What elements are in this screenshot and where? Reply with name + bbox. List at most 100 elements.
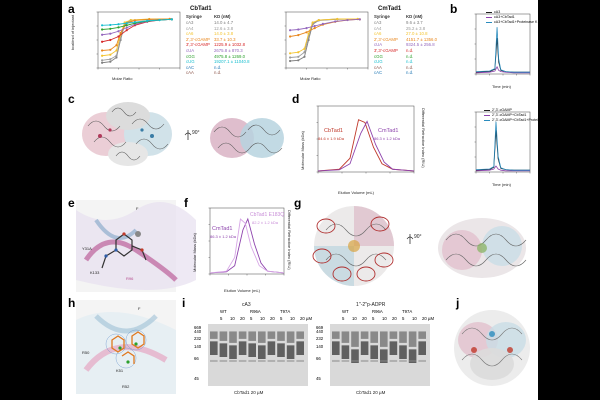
- itc-row-name: cA3: [374, 20, 382, 25]
- itc-row-name: cA6: [374, 31, 382, 37]
- gel-band: [380, 359, 388, 362]
- gel-caption-left: CbTad1 20 µM: [234, 390, 264, 395]
- itc-row-kd: 4975.8 ± 1269.0: [214, 53, 246, 59]
- hplc-chart-ca3: [474, 13, 531, 76]
- gel-concentration-label: 20: [270, 316, 275, 321]
- itc-row-kd: 33.7 ± 10.3: [214, 36, 236, 42]
- data-point-cua: [101, 33, 104, 36]
- data-point-ca3: [303, 55, 306, 58]
- gel-caption-right: CbTad1 20 µM: [356, 390, 386, 395]
- legend-label: 2',3'-cGAMP+CbTad1+Proteinase K: [492, 117, 538, 122]
- panel-label-g: g: [294, 196, 302, 210]
- gel-concentration-label: 10: [230, 316, 235, 321]
- itc-row-kd: 1225.9 ± 1032.8: [214, 42, 246, 48]
- panel-label-d: d: [292, 92, 300, 106]
- data-point-3-3-cgamp: [109, 38, 112, 42]
- gel-concentration-label: 10: [382, 316, 387, 321]
- secmals-label-cmtad1: CmTad1: [378, 128, 399, 134]
- gel-band: [229, 359, 237, 362]
- gel-concentration-label: 5: [402, 316, 405, 321]
- rotation-arrow-icon: [406, 234, 414, 244]
- gel-concentration-label: 20: [362, 316, 367, 321]
- gel-marker-label: 440: [194, 328, 202, 334]
- itc-row-name: cGG: [186, 53, 195, 59]
- protein-structure-side-view: [438, 218, 527, 278]
- data-point-2-3-cgamp: [115, 44, 118, 47]
- data-point-ca6: [115, 49, 118, 52]
- gel-concentration-label: 5: [220, 316, 223, 321]
- data-point-cua: [109, 32, 112, 35]
- gel-marker-label: 232: [316, 335, 324, 341]
- gel-concentration-unit: µM: [306, 316, 313, 321]
- itc-row-name: 2',3'-cGAMP: [374, 36, 398, 42]
- gel-concentration-label: 20: [422, 316, 427, 321]
- data-point-cug: [117, 23, 120, 26]
- hplc-chart-cgamp: [474, 111, 531, 174]
- data-point-cua: [346, 18, 349, 22]
- residue-label-h-2: R50: [82, 350, 90, 355]
- gel-band: [238, 341, 247, 355]
- gel-band: [210, 359, 218, 362]
- gel-band: [296, 359, 304, 362]
- gel-concentration-label: 20: [300, 316, 305, 321]
- gel-band: [408, 331, 417, 347]
- panel-label-i: i: [182, 296, 186, 310]
- itc-row-name: 2',3'-cGAMP: [186, 36, 210, 42]
- data-point-ca4: [297, 55, 300, 58]
- itc-row-kd: n.d.: [406, 64, 414, 70]
- itc-row-name: cAC: [374, 70, 383, 76]
- gel-concentration-label: 5: [250, 316, 253, 321]
- itc-col-header-kd-left: KD (nM): [214, 14, 231, 19]
- panel-label-j: j: [456, 296, 460, 310]
- itc-row-kd: n.d.: [214, 64, 222, 70]
- series-line-ca6: [290, 18, 358, 54]
- data-point-ca4: [289, 56, 292, 59]
- gel-concentration-label: 20: [392, 316, 397, 321]
- gel-band: [399, 359, 407, 362]
- itc-row-name: cA4: [186, 25, 194, 31]
- gel-image-left: [208, 324, 308, 386]
- gel-band: [389, 359, 398, 362]
- gel-band: [286, 359, 295, 362]
- data-point-2-3-cgamp: [119, 31, 122, 35]
- itc-row-kd: 14.0 ± 4.7: [214, 20, 234, 25]
- itc-row-name: 3',3'-cGAMP: [374, 48, 398, 53]
- gel-band: [229, 345, 237, 359]
- gel-marker-label: 669: [316, 325, 324, 331]
- gel-band: [258, 359, 266, 362]
- data-point-ca3: [289, 59, 292, 63]
- data-point-cug: [170, 18, 173, 21]
- legend-swatch: [486, 12, 492, 13]
- data-point-cua: [305, 27, 308, 30]
- gel-band: [277, 343, 285, 357]
- series-line-2-3-cgamp: [475, 129, 530, 171]
- protein-structure-complex-j: [454, 310, 530, 386]
- gel-concentration-label: 10: [290, 316, 295, 321]
- series-line-ca3: [475, 37, 530, 73]
- legend-swatch: [484, 120, 490, 121]
- secmals-ylabel-left-f: Molecular Mass (kDa): [192, 233, 197, 272]
- gel-band: [248, 359, 256, 362]
- itc-row-kd: 27.0 ± 10.8: [406, 31, 428, 37]
- residue-label-e-3: R96: [126, 276, 134, 281]
- gel-concentration-label: 10: [260, 316, 265, 321]
- itc-row-name: 3',3'-cGAMP: [186, 42, 210, 48]
- series-line-cbtad1-e183q: [209, 218, 285, 274]
- gel-band: [389, 331, 398, 339]
- data-point-cua: [297, 28, 300, 31]
- data-point-cug: [101, 24, 104, 27]
- binding-pocket-structure-e: [76, 200, 196, 292]
- gel-band: [370, 331, 378, 343]
- data-point-ca6: [129, 18, 132, 22]
- itc-title-left: CbTad1: [190, 6, 212, 12]
- data-point-ca6: [307, 32, 310, 35]
- gel-marker-label: 669: [194, 325, 202, 331]
- panel-label-e: e: [68, 196, 75, 210]
- data-point-cug: [158, 18, 161, 22]
- data-point-cug: [133, 21, 136, 24]
- data-point-cug: [125, 22, 128, 25]
- gel-band: [258, 331, 266, 343]
- gel-marker-label: 140: [316, 344, 324, 350]
- gel-band: [286, 345, 295, 359]
- gel-band: [296, 331, 304, 339]
